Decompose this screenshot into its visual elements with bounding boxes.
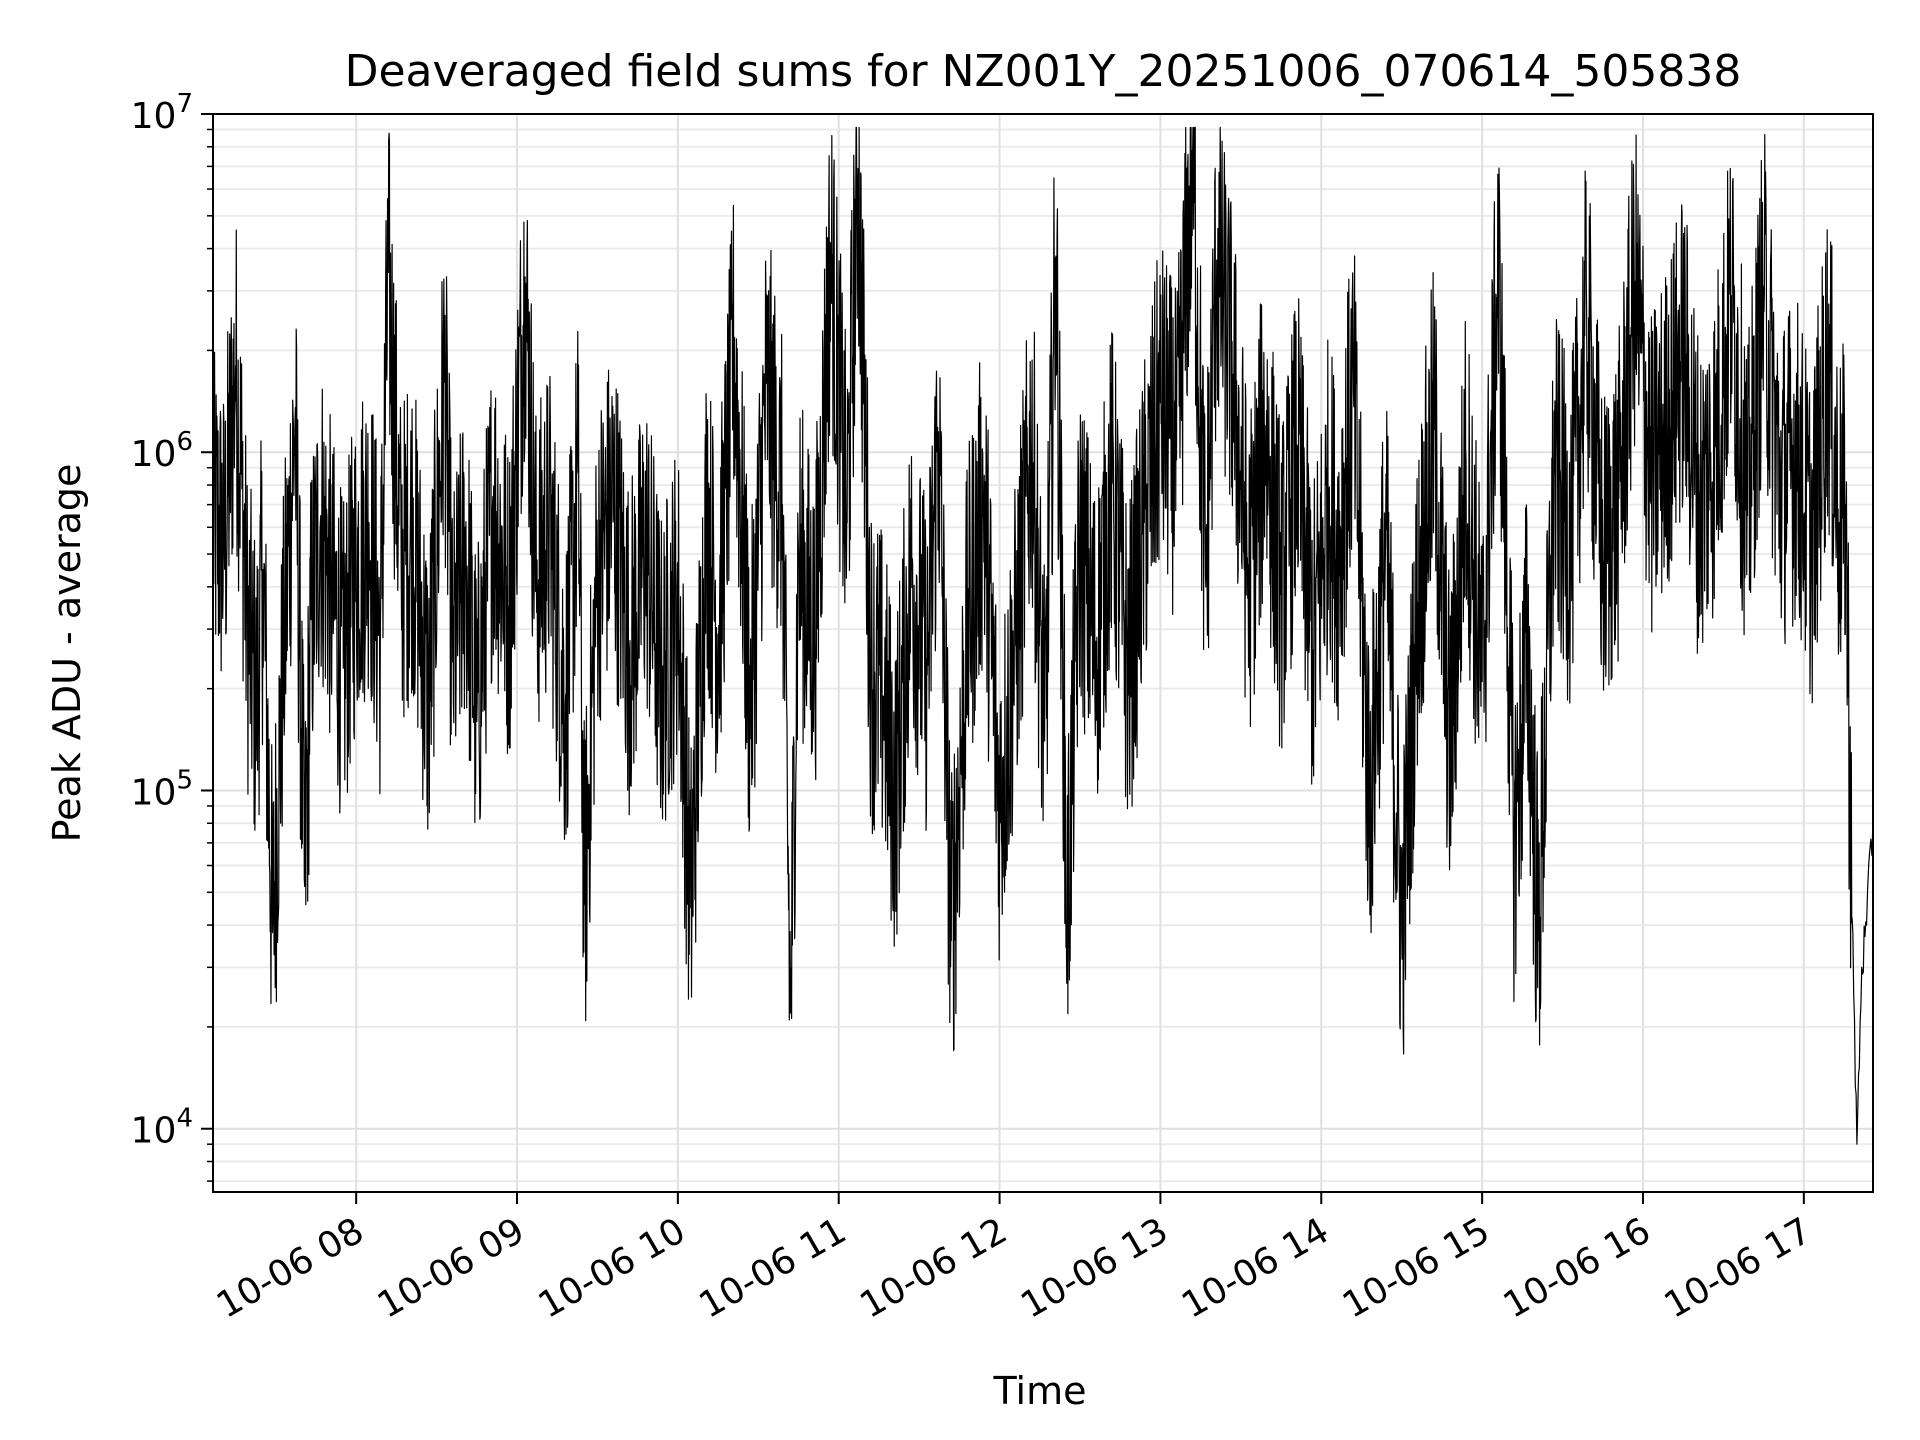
series-layer bbox=[212, 126, 1874, 1145]
y-tick-label: 106 bbox=[131, 427, 193, 475]
series-line bbox=[212, 126, 1874, 1145]
y-axis: 104 105 106 107 bbox=[131, 89, 213, 1182]
x-axis-label: Time bbox=[993, 1369, 1087, 1413]
y-tick-label: 104 bbox=[131, 1104, 193, 1152]
plot-area-frame bbox=[212, 113, 1874, 1193]
y-axis-label: Peak ADU - average bbox=[45, 464, 89, 843]
y-tick-label: 107 bbox=[131, 89, 193, 137]
chart-title: Deaveraged field sums for NZ001Y_2025100… bbox=[345, 46, 1742, 97]
y-tick-label: 105 bbox=[131, 765, 193, 813]
